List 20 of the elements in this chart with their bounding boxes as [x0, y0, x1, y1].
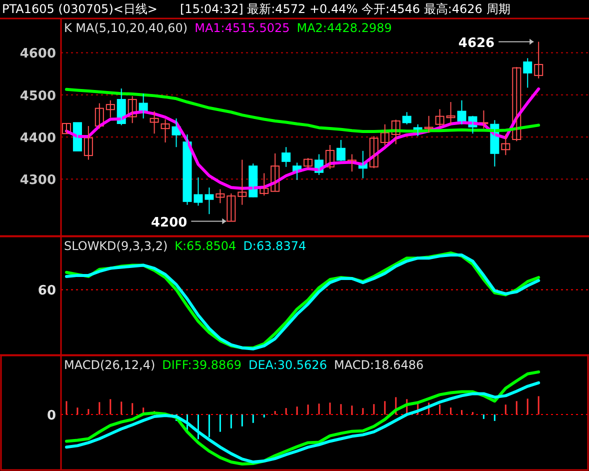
chart-subtitle: [15:04:32] 最新:4572 +0.44% 今开:4546 最高:4626 周期 [180, 2, 510, 16]
y-tick-label: 4500 [20, 88, 56, 104]
annotation: MACD:18.6486 [334, 358, 424, 372]
annotation: 4200 [150, 215, 188, 230]
text: K:65.8504 [174, 239, 236, 253]
text: MA1:4515.5025 [194, 21, 290, 35]
ref-line-label: 0 [46, 408, 56, 424]
chart-title: PTA1605 (030705)<日线> [2, 2, 158, 16]
y-tick-label: 4600 [20, 46, 56, 62]
text: D:63.8374 [243, 239, 306, 253]
chart-title: SLOWKD(9,3,3,2) [64, 239, 168, 253]
y-tick-label: 4300 [20, 173, 56, 188]
annotation: 4626 [458, 36, 495, 51]
text: 60 [38, 284, 56, 299]
text: DEA:30.5626 [248, 358, 327, 372]
text: DIFF:39.8869 [162, 358, 242, 372]
chart-title: MACD(26,12,4) [64, 358, 156, 372]
annotation: K MA(5,10,20,40,60) [64, 21, 188, 35]
y-tick-label: 4400 [20, 130, 56, 146]
text: MA2:4428.2989 [296, 21, 392, 35]
